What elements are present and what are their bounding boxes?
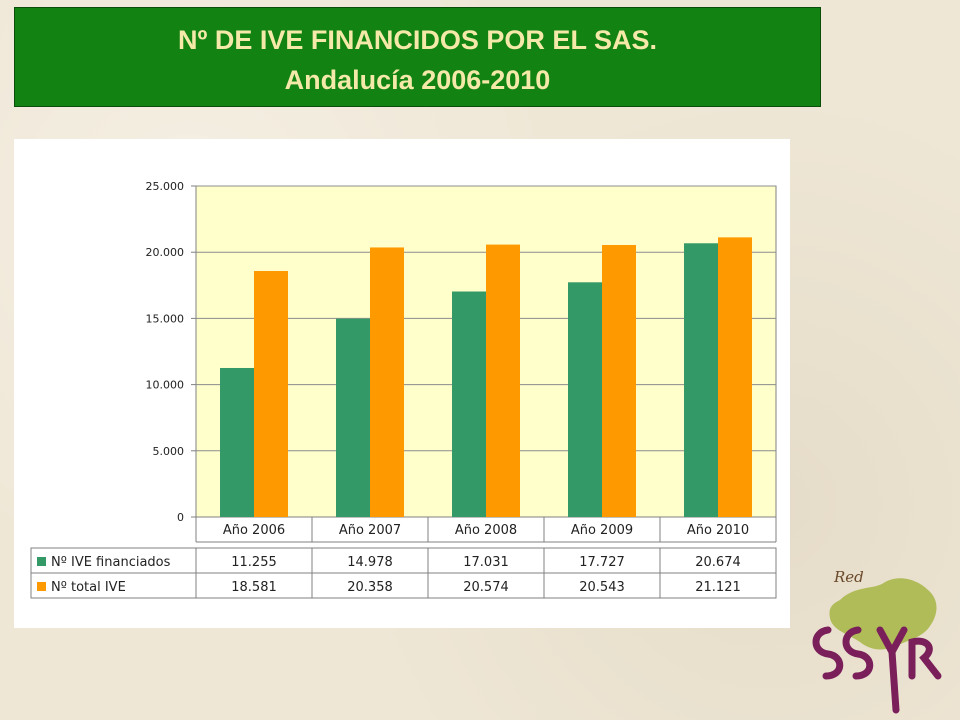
y-tick-label: 10.000 bbox=[146, 379, 185, 392]
y-tick-label: 5.000 bbox=[153, 445, 185, 458]
legend-label: Nº total IVE bbox=[51, 580, 126, 595]
y-tick-label: 25.000 bbox=[146, 180, 185, 193]
x-category-label: Año 2009 bbox=[571, 523, 633, 538]
x-category-label: Año 2007 bbox=[339, 523, 401, 538]
data-table-value: 20.543 bbox=[579, 580, 625, 595]
data-table-value: 17.727 bbox=[579, 555, 625, 570]
data-table-value: 18.581 bbox=[231, 580, 277, 595]
bar-financiados bbox=[568, 282, 602, 517]
page-title: Nº DE IVE FINANCIDOS POR EL SAS. bbox=[178, 25, 657, 55]
bar-total bbox=[602, 245, 636, 517]
red-ssyr-logo: Red bbox=[812, 568, 942, 714]
legend-swatch bbox=[37, 557, 46, 566]
bar-financiados bbox=[336, 318, 370, 517]
page-subtitle: Andalucía 2006-2010 bbox=[284, 65, 551, 95]
bar-total bbox=[370, 247, 404, 517]
bar-financiados bbox=[220, 367, 254, 517]
x-category-label: Año 2006 bbox=[223, 523, 285, 538]
data-table-value: 11.255 bbox=[231, 555, 277, 570]
bar-total bbox=[718, 237, 752, 517]
bar-chart: 0 5.000 10.000 15.000 20.000 25.000 Año 2006 Añ… bbox=[30, 180, 777, 599]
logo-ss-letters bbox=[812, 626, 874, 680]
chart-panel: 0 5.000 10.000 15.000 20.000 25.000 Año 2006 Añ… bbox=[14, 139, 790, 628]
data-table-value: 21.121 bbox=[695, 580, 741, 595]
y-tick-label: 0 bbox=[177, 511, 184, 524]
bar-total bbox=[486, 244, 520, 517]
legend-label: Nº IVE financiados bbox=[51, 555, 171, 570]
data-table-value: 20.574 bbox=[463, 580, 509, 595]
data-table-value: 20.358 bbox=[347, 580, 393, 595]
data-table-value: 14.978 bbox=[347, 555, 393, 570]
logo-red-text: Red bbox=[833, 568, 864, 586]
title-banner: Nº DE IVE FINANCIDOS POR EL SAS. Andaluc… bbox=[14, 7, 821, 107]
x-category-label: Año 2010 bbox=[687, 523, 749, 538]
bar-financiados bbox=[684, 243, 718, 517]
data-table-value: 17.031 bbox=[463, 555, 509, 570]
bar-financiados bbox=[452, 291, 486, 517]
x-category-label: Año 2008 bbox=[455, 523, 517, 538]
legend-swatch bbox=[37, 582, 46, 591]
logo-y-letter bbox=[876, 626, 908, 714]
y-tick-label: 20.000 bbox=[146, 246, 185, 259]
y-tick-label: 15.000 bbox=[146, 312, 185, 325]
logo-r-letter bbox=[908, 637, 942, 680]
bar-total bbox=[254, 270, 288, 517]
data-table-value: 20.674 bbox=[695, 555, 741, 570]
